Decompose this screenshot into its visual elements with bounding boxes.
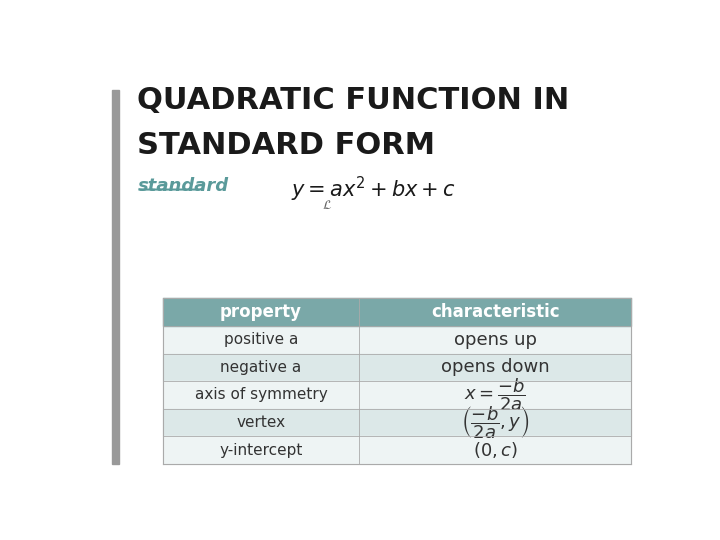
Text: property: property xyxy=(220,303,302,321)
Bar xyxy=(163,381,631,409)
Text: negative a: negative a xyxy=(220,360,302,375)
Text: axis of symmetry: axis of symmetry xyxy=(194,387,328,402)
Bar xyxy=(163,436,631,464)
Text: standard: standard xyxy=(138,177,228,195)
Text: QUADRATIC FUNCTION IN: QUADRATIC FUNCTION IN xyxy=(138,85,570,114)
Text: opens up: opens up xyxy=(454,330,537,349)
Text: $(0, c)$: $(0, c)$ xyxy=(473,440,518,460)
Text: characteristic: characteristic xyxy=(431,303,559,321)
Text: positive a: positive a xyxy=(224,332,298,347)
Bar xyxy=(163,354,631,381)
Text: $y = ax^2 + bx + c$: $y = ax^2 + bx + c$ xyxy=(291,175,456,204)
Text: vertex: vertex xyxy=(236,415,286,430)
Text: $\left(\dfrac{-b}{2a}, y\right)$: $\left(\dfrac{-b}{2a}, y\right)$ xyxy=(461,404,530,441)
Text: $\mathcal{L}$: $\mathcal{L}$ xyxy=(322,199,332,212)
Text: y-intercept: y-intercept xyxy=(220,443,302,458)
Bar xyxy=(112,90,119,464)
Bar xyxy=(163,409,631,436)
Text: opens down: opens down xyxy=(441,359,549,376)
Text: $x = \dfrac{-b}{2a}$: $x = \dfrac{-b}{2a}$ xyxy=(464,376,526,413)
Bar xyxy=(163,326,631,354)
Text: STANDARD FORM: STANDARD FORM xyxy=(138,131,436,160)
Bar xyxy=(163,298,631,326)
